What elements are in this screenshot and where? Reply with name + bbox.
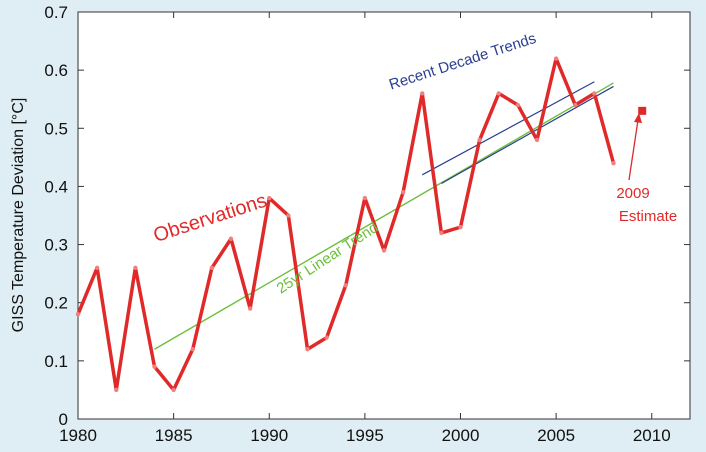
y-tick-label: 0.5 — [44, 119, 68, 138]
y-tick-label: 0.7 — [44, 3, 68, 22]
observation-point — [381, 248, 387, 253]
decade-trend-line-2 — [441, 85, 614, 185]
observation-point — [286, 213, 291, 218]
x-tick-label: 2010 — [633, 426, 671, 445]
observation-point — [75, 312, 81, 317]
observation-point — [305, 347, 310, 352]
observation-point — [477, 137, 482, 143]
observation-point — [458, 224, 463, 230]
estimate-marker — [638, 106, 647, 115]
linear-trend-line — [154, 82, 614, 350]
observation-point — [573, 102, 578, 108]
observation-point — [515, 102, 521, 108]
observation-point — [534, 137, 540, 143]
observation-series — [75, 56, 647, 393]
observation-point — [324, 335, 329, 340]
x-tick-label: 2005 — [537, 426, 575, 445]
observation-point — [439, 230, 444, 236]
x-tick-label: 2000 — [442, 426, 480, 445]
estimate-annotation-line1: 2009 — [616, 185, 649, 202]
observation-point — [420, 91, 425, 96]
y-tick-label: 0.1 — [44, 352, 68, 371]
observation-point — [592, 91, 597, 96]
x-tick-label: 1990 — [250, 426, 288, 445]
y-axis-label: GISS Temperature Deviation [°C] — [10, 98, 27, 333]
x-tick-label: 1985 — [155, 426, 193, 445]
observation-point — [94, 265, 100, 271]
observation-point — [152, 364, 157, 369]
y-tick-label: 0.2 — [44, 294, 68, 313]
observation-point — [343, 283, 348, 288]
estimate-arrow — [628, 113, 642, 181]
observation-point — [496, 91, 501, 96]
observation-point — [133, 265, 138, 271]
y-tick-label: 0.3 — [44, 236, 68, 255]
observation-point — [362, 195, 368, 201]
x-tick-label: 1980 — [59, 426, 97, 445]
observation-point — [114, 387, 119, 393]
observation-point — [400, 190, 406, 195]
estimate-annotation-line2: Estimate — [619, 208, 677, 225]
observation-point — [228, 236, 234, 241]
trend-lines — [154, 81, 614, 350]
observation-point — [247, 306, 253, 311]
y-tick-label: 0.4 — [44, 177, 68, 196]
observation-point — [553, 56, 559, 61]
y-tick-label: 0.6 — [44, 61, 68, 80]
observation-point — [171, 387, 176, 393]
decade-trend-line-1 — [421, 81, 595, 176]
axes: 1980 1985 1990 1995 2000 2005 2010 0 0.1 0.2 0.3 0.… — [44, 3, 690, 445]
observation-point — [267, 195, 272, 201]
observation-point — [209, 265, 215, 271]
y-tick-label: 0 — [59, 410, 68, 429]
observation-point — [190, 347, 195, 352]
x-tick-label: 1995 — [346, 426, 384, 445]
observation-point — [611, 160, 616, 166]
